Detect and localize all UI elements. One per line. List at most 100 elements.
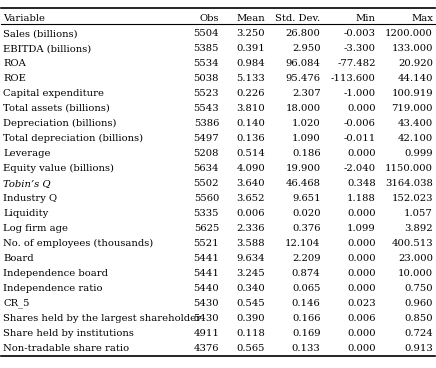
Text: 5386: 5386 (194, 119, 219, 128)
Text: 0.850: 0.850 (404, 314, 433, 323)
Text: 5625: 5625 (194, 224, 219, 233)
Text: 19.900: 19.900 (286, 164, 320, 173)
Text: 5441: 5441 (193, 254, 219, 263)
Text: 0.984: 0.984 (236, 59, 265, 68)
Text: 0.226: 0.226 (237, 89, 265, 98)
Text: Capital expenditure: Capital expenditure (3, 89, 104, 98)
Text: 3.588: 3.588 (237, 239, 265, 248)
Text: ROE: ROE (3, 74, 26, 83)
Text: 0.000: 0.000 (347, 104, 376, 113)
Text: 0.000: 0.000 (347, 239, 376, 248)
Text: 0.000: 0.000 (347, 209, 376, 218)
Text: 0.750: 0.750 (404, 284, 433, 293)
Text: 43.400: 43.400 (398, 119, 433, 128)
Text: 18.000: 18.000 (286, 104, 320, 113)
Text: 0.960: 0.960 (404, 299, 433, 308)
Text: Independence ratio: Independence ratio (3, 284, 102, 293)
Text: 719.000: 719.000 (392, 104, 433, 113)
Text: 23.000: 23.000 (398, 254, 433, 263)
Text: 0.136: 0.136 (237, 134, 265, 143)
Text: 44.140: 44.140 (397, 74, 433, 83)
Text: 5521: 5521 (194, 239, 219, 248)
Text: 0.565: 0.565 (237, 344, 265, 353)
Text: 0.999: 0.999 (404, 149, 433, 158)
Text: 2.336: 2.336 (237, 224, 265, 233)
Text: 4911: 4911 (193, 329, 219, 337)
Text: 152.023: 152.023 (392, 194, 433, 203)
Text: No. of employees (thousands): No. of employees (thousands) (3, 239, 153, 248)
Text: 3164.038: 3164.038 (385, 179, 433, 188)
Text: 0.065: 0.065 (292, 284, 320, 293)
Text: 3.652: 3.652 (237, 194, 265, 203)
Text: -0.006: -0.006 (344, 119, 376, 128)
Text: Leverage: Leverage (3, 149, 51, 158)
Text: 5497: 5497 (194, 134, 219, 143)
Text: Equity value (billions): Equity value (billions) (3, 164, 114, 173)
Text: 133.000: 133.000 (392, 44, 433, 53)
Text: Log firm age: Log firm age (3, 224, 68, 233)
Text: 20.920: 20.920 (398, 59, 433, 68)
Text: 0.006: 0.006 (347, 314, 376, 323)
Text: 5.133: 5.133 (236, 74, 265, 83)
Text: 5502: 5502 (194, 179, 219, 188)
Text: 0.140: 0.140 (236, 119, 265, 128)
Text: 46.468: 46.468 (286, 179, 320, 188)
Text: 26.800: 26.800 (286, 29, 320, 38)
Text: Total depreciation (billions): Total depreciation (billions) (3, 134, 143, 143)
Text: Share held by institutions: Share held by institutions (3, 329, 134, 337)
Text: -0.003: -0.003 (344, 29, 376, 38)
Text: 0.000: 0.000 (347, 254, 376, 263)
Text: 1.057: 1.057 (404, 209, 433, 218)
Text: 4376: 4376 (194, 344, 219, 353)
Text: Shares held by the largest shareholder: Shares held by the largest shareholder (3, 314, 201, 323)
Text: 3.892: 3.892 (404, 224, 433, 233)
Text: 400.513: 400.513 (391, 239, 433, 248)
Text: -113.600: -113.600 (331, 74, 376, 83)
Text: 0.000: 0.000 (347, 329, 376, 337)
Text: -3.300: -3.300 (344, 44, 376, 53)
Text: 5504: 5504 (194, 29, 219, 38)
Text: -77.482: -77.482 (337, 59, 376, 68)
Text: 0.023: 0.023 (347, 299, 376, 308)
Text: 3.810: 3.810 (236, 104, 265, 113)
Text: 0.514: 0.514 (236, 149, 265, 158)
Text: Depreciation (billions): Depreciation (billions) (3, 119, 116, 128)
Text: 1.090: 1.090 (292, 134, 320, 143)
Text: Board: Board (3, 254, 34, 263)
Text: Tobin’s Q: Tobin’s Q (3, 179, 51, 188)
Text: 5440: 5440 (194, 284, 219, 293)
Text: 5038: 5038 (194, 74, 219, 83)
Text: -0.011: -0.011 (344, 134, 376, 143)
Text: 0.545: 0.545 (236, 299, 265, 308)
Text: 2.950: 2.950 (292, 44, 320, 53)
Text: 1.020: 1.020 (292, 119, 320, 128)
Text: 95.476: 95.476 (286, 74, 320, 83)
Text: 9.651: 9.651 (292, 194, 320, 203)
Text: Std. Dev.: Std. Dev. (276, 14, 320, 23)
Text: ROA: ROA (3, 59, 26, 68)
Text: 0.348: 0.348 (347, 179, 376, 188)
Text: 0.186: 0.186 (292, 149, 320, 158)
Text: 10.000: 10.000 (398, 269, 433, 278)
Text: 0.020: 0.020 (292, 209, 320, 218)
Text: 5335: 5335 (194, 209, 219, 218)
Text: 100.919: 100.919 (391, 89, 433, 98)
Text: EBITDA (billions): EBITDA (billions) (3, 44, 92, 53)
Text: Obs: Obs (200, 14, 219, 23)
Text: 5208: 5208 (194, 149, 219, 158)
Text: 0.000: 0.000 (347, 269, 376, 278)
Text: Max: Max (411, 14, 433, 23)
Text: -1.000: -1.000 (344, 89, 376, 98)
Text: 5543: 5543 (194, 104, 219, 113)
Text: Industry Q: Industry Q (3, 194, 57, 203)
Text: 5523: 5523 (194, 89, 219, 98)
Text: 5430: 5430 (194, 299, 219, 308)
Text: 0.000: 0.000 (347, 344, 376, 353)
Text: 5634: 5634 (194, 164, 219, 173)
Text: 1150.000: 1150.000 (385, 164, 433, 173)
Text: Mean: Mean (236, 14, 265, 23)
Text: 1.099: 1.099 (347, 224, 376, 233)
Text: Sales (billions): Sales (billions) (3, 29, 78, 38)
Text: 5560: 5560 (194, 194, 219, 203)
Text: Liquidity: Liquidity (3, 209, 48, 218)
